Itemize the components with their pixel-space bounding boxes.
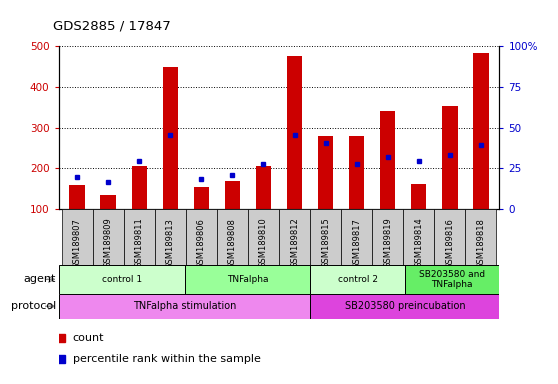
- Bar: [434, 209, 465, 265]
- Text: control 2: control 2: [338, 275, 378, 284]
- Text: TNFalpha: TNFalpha: [227, 275, 268, 284]
- Bar: [310, 265, 405, 294]
- Bar: [59, 294, 310, 319]
- Bar: [403, 209, 434, 265]
- Text: TNFalpha stimulation: TNFalpha stimulation: [133, 301, 236, 311]
- Text: GSM189814: GSM189814: [414, 218, 423, 268]
- Text: SB203580 preincubation: SB203580 preincubation: [345, 301, 465, 311]
- Text: GSM189809: GSM189809: [104, 218, 113, 268]
- Bar: [62, 209, 93, 265]
- Bar: [442, 106, 458, 209]
- Bar: [256, 166, 271, 209]
- Bar: [59, 265, 185, 294]
- Bar: [186, 209, 217, 265]
- Bar: [217, 209, 248, 265]
- Text: GSM189818: GSM189818: [477, 218, 485, 268]
- Text: GSM189816: GSM189816: [445, 218, 454, 268]
- Text: GSM189812: GSM189812: [290, 218, 299, 268]
- Bar: [69, 185, 85, 209]
- Bar: [287, 56, 302, 209]
- Text: control 1: control 1: [102, 275, 142, 284]
- Text: SB203580 and
TNFalpha: SB203580 and TNFalpha: [419, 270, 485, 289]
- Text: GSM189807: GSM189807: [73, 218, 81, 268]
- Bar: [405, 265, 499, 294]
- Bar: [185, 265, 310, 294]
- Bar: [465, 209, 496, 265]
- Text: protocol: protocol: [11, 301, 56, 311]
- Bar: [380, 111, 396, 209]
- Text: GSM189810: GSM189810: [259, 218, 268, 268]
- Text: GSM189817: GSM189817: [352, 218, 361, 268]
- Bar: [372, 209, 403, 265]
- Bar: [310, 294, 499, 319]
- Bar: [279, 209, 310, 265]
- Bar: [310, 209, 341, 265]
- Text: agent: agent: [23, 274, 56, 285]
- Bar: [155, 209, 186, 265]
- Text: GSM189806: GSM189806: [197, 218, 206, 268]
- Text: count: count: [73, 333, 104, 343]
- Text: GDS2885 / 17847: GDS2885 / 17847: [53, 20, 171, 33]
- Text: GSM189811: GSM189811: [135, 218, 144, 268]
- Bar: [194, 187, 209, 209]
- Bar: [318, 136, 333, 209]
- Bar: [225, 181, 240, 209]
- Text: GSM189808: GSM189808: [228, 218, 237, 268]
- Bar: [100, 195, 116, 209]
- Text: percentile rank within the sample: percentile rank within the sample: [73, 354, 261, 364]
- Bar: [473, 53, 489, 209]
- Text: GSM189815: GSM189815: [321, 218, 330, 268]
- Bar: [411, 184, 426, 209]
- Bar: [162, 67, 178, 209]
- Text: GSM189819: GSM189819: [383, 218, 392, 268]
- Bar: [248, 209, 279, 265]
- Text: GSM189813: GSM189813: [166, 218, 175, 268]
- Bar: [349, 136, 364, 209]
- Bar: [341, 209, 372, 265]
- Bar: [124, 209, 155, 265]
- Bar: [132, 166, 147, 209]
- Bar: [93, 209, 124, 265]
